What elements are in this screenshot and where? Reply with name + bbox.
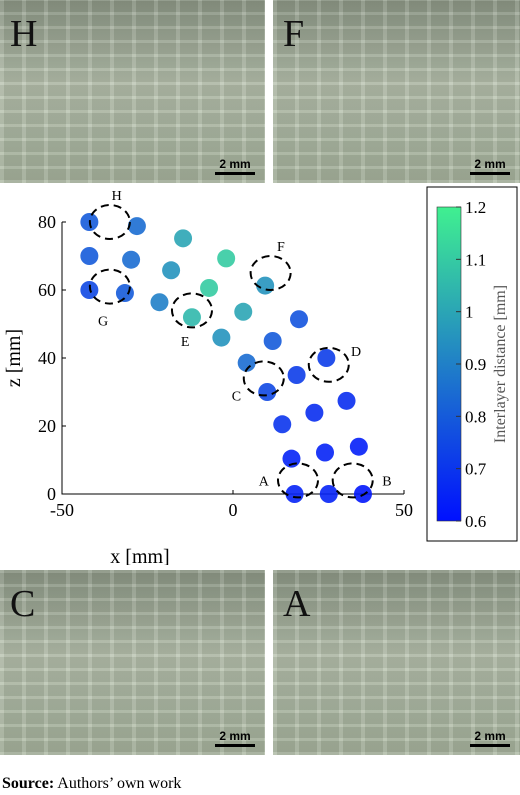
y-tick-label: 20 bbox=[38, 416, 56, 436]
source-text: Authors’ own work bbox=[57, 775, 182, 792]
colorbar-tick-label: 1 bbox=[465, 303, 474, 322]
panel-label: C bbox=[10, 583, 36, 625]
panel-label: A bbox=[283, 583, 311, 625]
scale-bar: 2 mm bbox=[470, 729, 510, 747]
source-line: Source: Authors’ own work bbox=[2, 775, 181, 793]
point bbox=[162, 261, 181, 280]
point bbox=[122, 250, 141, 269]
point bbox=[237, 353, 256, 372]
y-tick-label: 60 bbox=[38, 280, 56, 300]
point bbox=[285, 485, 304, 503]
x-tick-label: -50 bbox=[50, 500, 74, 520]
x-tick-label: 50 bbox=[395, 500, 413, 520]
point bbox=[287, 366, 306, 384]
photo-h: H 2 mm bbox=[0, 0, 265, 183]
point bbox=[263, 332, 282, 350]
point bbox=[217, 249, 236, 268]
point bbox=[317, 349, 336, 367]
point bbox=[80, 247, 99, 265]
point bbox=[315, 443, 334, 462]
photo-f: F 2 mm bbox=[273, 0, 520, 183]
point bbox=[273, 415, 292, 434]
annotation-label: F bbox=[277, 240, 285, 255]
point bbox=[174, 229, 193, 248]
colorbar-tick-label: 0.6 bbox=[465, 512, 486, 531]
source-label: Source: bbox=[2, 775, 55, 792]
annotation-label: G bbox=[98, 315, 108, 330]
point bbox=[234, 302, 253, 321]
colorbar-tick-label: 0.8 bbox=[465, 407, 486, 426]
photo-c: C 2 mm bbox=[0, 570, 265, 755]
point bbox=[258, 383, 277, 401]
annotation-circle bbox=[249, 255, 292, 291]
panel-label: F bbox=[283, 13, 305, 55]
annotation-label: B bbox=[382, 474, 391, 489]
point bbox=[150, 293, 169, 312]
colorbar-tick-label: 1.2 bbox=[465, 198, 486, 217]
y-axis-label: z [mm] bbox=[3, 329, 25, 387]
y-tick-label: 0 bbox=[47, 484, 56, 504]
point bbox=[212, 328, 231, 347]
panel-label: H bbox=[10, 13, 38, 55]
scale-bar: 2 mm bbox=[470, 157, 510, 175]
point bbox=[182, 308, 201, 327]
annotation-circle bbox=[276, 462, 319, 499]
colorbar-tick-label: 1.1 bbox=[465, 250, 486, 269]
chart: x [mm] z [mm] Interlayer distance [mm] -… bbox=[3, 186, 518, 565]
colorbar-tick-label: 0.9 bbox=[465, 355, 486, 374]
colorbar-tick-label: 0.7 bbox=[465, 460, 487, 479]
scale-bar: 2 mm bbox=[215, 729, 255, 747]
point bbox=[115, 284, 134, 303]
colorbar-label: Interlayer distance [mm] bbox=[492, 285, 509, 443]
photo-a: A 2 mm bbox=[273, 570, 520, 755]
annotation-circle bbox=[88, 268, 131, 305]
annotation-circle bbox=[242, 360, 285, 397]
colorbar-frame bbox=[426, 186, 518, 542]
point bbox=[319, 485, 338, 503]
annotation-label: C bbox=[232, 389, 241, 404]
annotation-label: H bbox=[112, 189, 122, 204]
annotation-circle bbox=[331, 462, 374, 499]
point bbox=[290, 310, 309, 329]
x-axis-label: x [mm] bbox=[110, 546, 169, 565]
annotation-label: D bbox=[351, 345, 361, 360]
point bbox=[127, 217, 146, 236]
annotation-circle bbox=[170, 292, 213, 329]
annotation-label: E bbox=[181, 335, 190, 350]
point bbox=[337, 391, 356, 410]
x-tick-label: 0 bbox=[229, 500, 238, 520]
scale-bar: 2 mm bbox=[215, 157, 255, 175]
y-tick-label: 40 bbox=[38, 348, 56, 368]
y-tick-label: 80 bbox=[38, 212, 56, 232]
point bbox=[200, 278, 219, 297]
annotation-label: A bbox=[259, 474, 270, 489]
point bbox=[349, 437, 368, 456]
point bbox=[305, 403, 324, 422]
annotation-circle bbox=[88, 204, 131, 240]
